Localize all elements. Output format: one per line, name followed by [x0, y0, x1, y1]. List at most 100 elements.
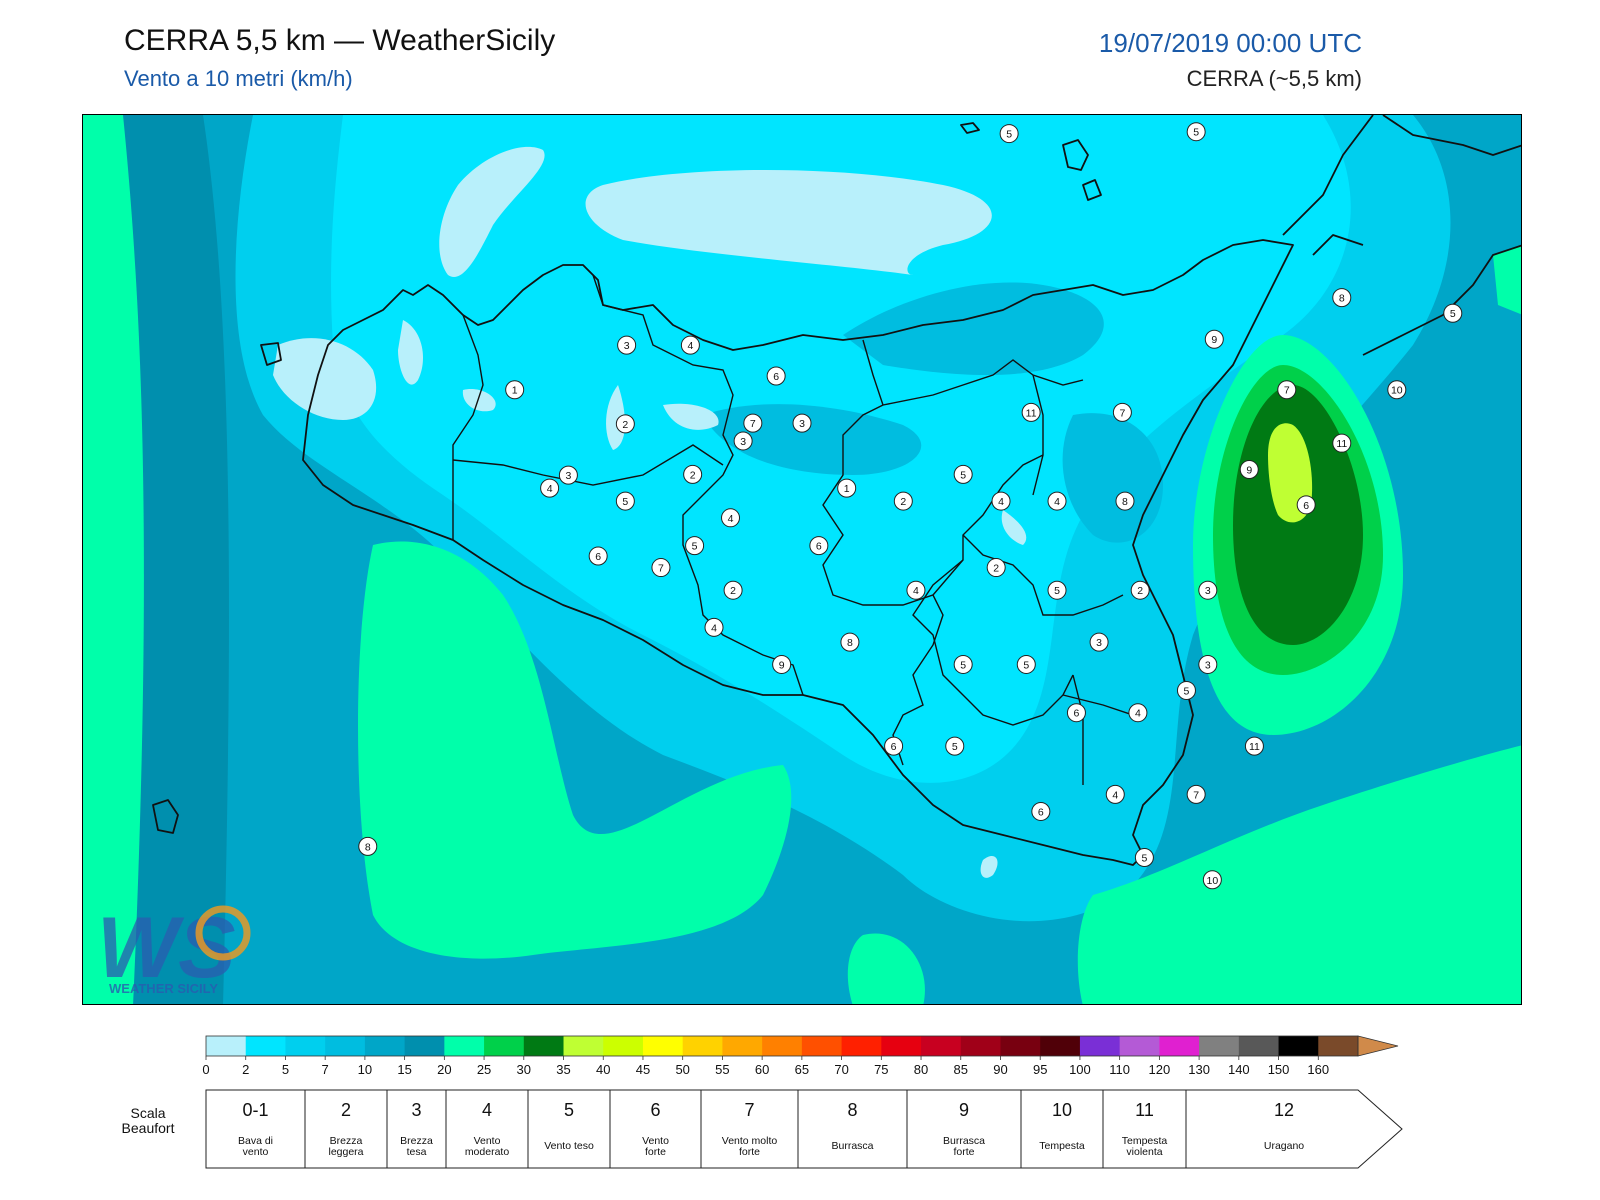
station-marker: 6 [809, 536, 829, 556]
station-value: 6 [773, 371, 779, 383]
station-circle [1112, 402, 1132, 422]
colorbar-tick-label: 25 [477, 1062, 491, 1077]
colorbar-tick-label: 120 [1149, 1062, 1171, 1077]
station-value: 2 [690, 469, 696, 481]
station-marker: 11 [1021, 402, 1041, 422]
station-value: 6 [1038, 806, 1044, 818]
colorbar-swatch [881, 1036, 922, 1056]
station-marker: 3 [617, 335, 637, 355]
station-value: 4 [728, 513, 734, 525]
station-circle [743, 413, 763, 433]
station-marker: 5 [1176, 680, 1196, 700]
station-marker: 3 [733, 431, 753, 451]
station-marker: 2 [615, 414, 635, 434]
station-value: 3 [565, 470, 571, 482]
station-circle [884, 736, 904, 756]
station-marker: 5 [615, 491, 635, 511]
station-value: 6 [595, 551, 601, 563]
legend: 0 2 5 7 10 15 20 25 30 35 40 45 50 55 60 65 70 75 80 85 90 95… [202, 1035, 1403, 1169]
station-circle [1176, 680, 1196, 700]
colorbar-tick-label: 10 [358, 1062, 372, 1077]
colorbar-tick-label: 90 [993, 1062, 1007, 1077]
map-subtitle: Vento a 10 metri (km/h) [124, 66, 353, 91]
station-circle [766, 366, 786, 386]
colorbar-swatch [1159, 1036, 1200, 1056]
colorbar-swatch [841, 1036, 882, 1056]
station-marker: 2 [893, 491, 913, 511]
station-value: 9 [1211, 334, 1217, 346]
station-value: 4 [1054, 496, 1060, 508]
colorbar-tick-label: 50 [675, 1062, 689, 1077]
station-marker: 4 [721, 508, 741, 528]
beaufort-number: 11 [1135, 1100, 1154, 1120]
beaufort-label: Vento forte [642, 1135, 669, 1158]
station-circle [358, 836, 378, 856]
station-marker: 10 [1202, 870, 1222, 890]
beaufort-number: 12 [1274, 1100, 1294, 1120]
station-value: 2 [1137, 585, 1143, 597]
colorbar-tick-label: 40 [596, 1062, 610, 1077]
station-marker: 5 [953, 654, 973, 674]
colorbar-swatch [762, 1036, 803, 1056]
station-marker: 5 [945, 736, 965, 756]
station-marker: 1 [837, 478, 857, 498]
station-circle [558, 465, 578, 485]
station-value: 2 [993, 563, 999, 575]
colorbar-tick-label: 45 [636, 1062, 650, 1077]
map-title: CERRA 5,5 km — WeatherSicily [124, 24, 556, 57]
station-marker: 7 [1186, 784, 1206, 804]
station-marker: 2 [723, 580, 743, 600]
colorbar-ticks: 0 2 5 7 10 15 20 25 30 35 40 45 50 55 60 65 70 75 80 85 90 95… [202, 1056, 1329, 1077]
station-marker: 5 [999, 124, 1019, 144]
station-circle [1387, 380, 1407, 400]
logo-caption: WEATHER SICILY [109, 981, 218, 996]
colorbar-tick-label: 5 [282, 1062, 289, 1077]
station-marker: 3 [1198, 654, 1218, 674]
station-circle [683, 464, 703, 484]
station-value: 10 [1207, 875, 1219, 887]
station-marker: 6 [1066, 703, 1086, 723]
station-circle [1021, 402, 1041, 422]
station-circle [792, 413, 812, 433]
station-circle [1296, 495, 1316, 515]
station-circle [1130, 580, 1150, 600]
station-circle [893, 491, 913, 511]
colorbar-swatch [484, 1036, 525, 1056]
station-value: 6 [816, 541, 822, 553]
weathersicily-logo: WS WEATHER SICILY [97, 900, 251, 996]
station-circle [1105, 784, 1125, 804]
station-value: 10 [1391, 385, 1403, 397]
station-value: 5 [952, 741, 958, 753]
wind-map[interactable]: 5 5 8 5 9 7 10 11 7 11 9 6 7 3 4 6 1 2 3 4 3 3 2 5 1 2 4 4 8 5 4 5 6 6 7 2 2… [82, 114, 1522, 1005]
colorbar-swatch [444, 1036, 485, 1056]
station-value: 1 [512, 385, 518, 397]
station-marker: 11 [1332, 433, 1352, 453]
station-marker: 3 [1198, 580, 1218, 600]
beaufort-frame [205, 1089, 1403, 1169]
beaufort-label: Brezza leggera [328, 1135, 363, 1158]
station-marker: 7 [1112, 402, 1132, 422]
beaufort-label: Bava di vento [238, 1135, 273, 1158]
station-marker: 5 [1443, 303, 1463, 323]
model-name: CERRA (~5,5 km) [1186, 66, 1362, 91]
station-circle [837, 478, 857, 498]
colorbar-tick-label: 110 [1109, 1062, 1130, 1077]
station-circle [1244, 736, 1264, 756]
station-circle [1198, 580, 1218, 600]
colorbar-tick-label: 35 [556, 1062, 570, 1077]
colorbar-arrow [1357, 1035, 1399, 1057]
station-value: 7 [1119, 407, 1125, 419]
beaufort-number: 10 [1052, 1100, 1072, 1120]
station-marker: 4 [1128, 703, 1148, 723]
colorbar-tick-label: 70 [834, 1062, 848, 1077]
station-circle [1443, 303, 1463, 323]
forecast-datetime: 19/07/2019 00:00 UTC [1098, 28, 1362, 58]
colorbar-tick-label: 95 [1033, 1062, 1047, 1077]
station-circle [723, 580, 743, 600]
colorbar-swatch [523, 1036, 565, 1056]
wind-speed-colorbar [205, 1035, 1399, 1057]
station-circle [772, 654, 792, 674]
station-circle [1239, 460, 1259, 480]
station-value: 11 [1026, 407, 1037, 419]
logo-sun-icon [195, 905, 251, 961]
